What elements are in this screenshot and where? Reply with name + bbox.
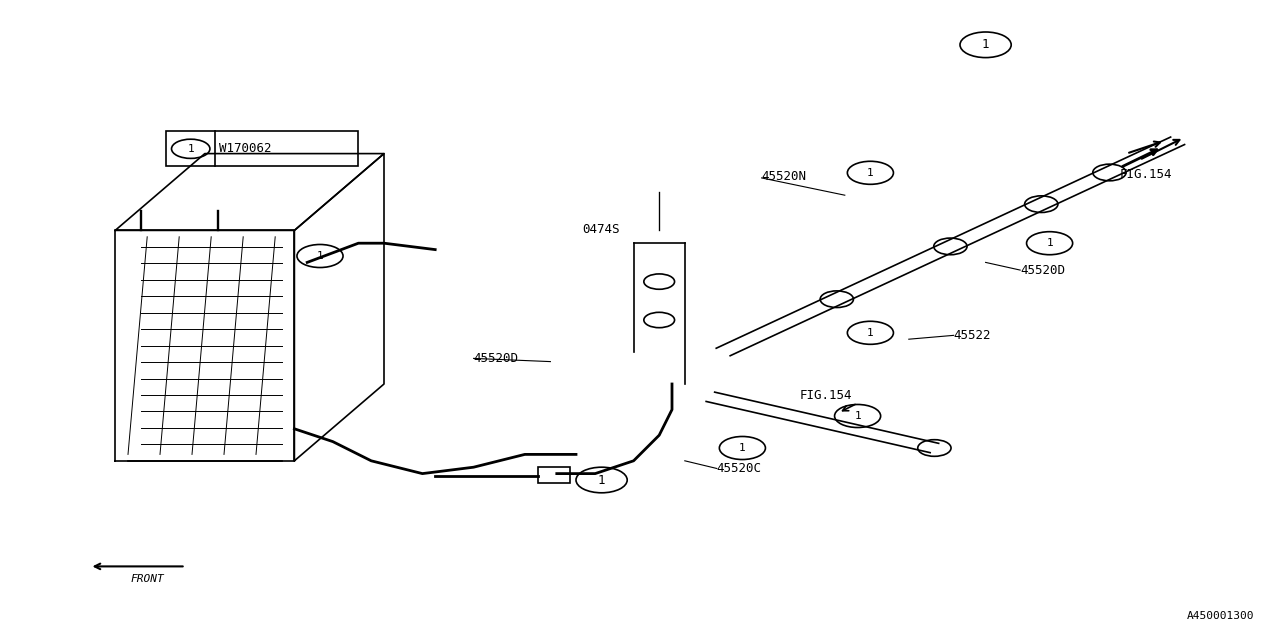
Text: FIG.154: FIG.154 [1120,168,1172,180]
Text: 1: 1 [598,474,605,486]
Text: FRONT: FRONT [131,574,164,584]
Text: 45520D: 45520D [1020,264,1065,276]
Text: 45520C: 45520C [717,462,762,475]
Text: 45522: 45522 [954,329,991,342]
Text: 0474S: 0474S [582,223,620,236]
Text: 1: 1 [187,144,195,154]
FancyBboxPatch shape [538,467,570,483]
Text: 1: 1 [867,328,874,338]
Text: 1: 1 [316,251,324,261]
Text: 1: 1 [982,38,989,51]
Text: 1: 1 [739,443,746,453]
Text: W170062: W170062 [219,142,271,156]
Text: 45520D: 45520D [474,352,518,365]
Text: 1: 1 [854,411,861,421]
Text: 1: 1 [1046,238,1053,248]
Text: FIG.154: FIG.154 [800,389,852,402]
Text: 1: 1 [867,168,874,178]
FancyBboxPatch shape [166,131,358,166]
Text: 45520N: 45520N [762,170,806,182]
Text: A450001300: A450001300 [1187,611,1254,621]
